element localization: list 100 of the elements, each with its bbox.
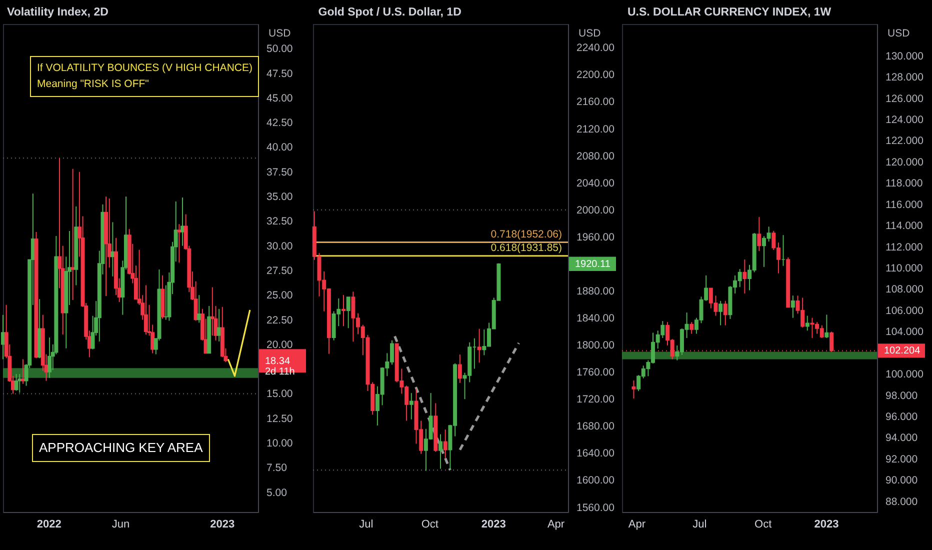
y-tick-label: 98.000 — [886, 390, 918, 402]
y-tick-label: 22.50 — [266, 314, 293, 326]
y-tick-label: 1840.00 — [576, 312, 615, 325]
candlestick — [824, 314, 829, 339]
y-tick-label: 96.000 — [886, 411, 918, 424]
y-tick-label: 1760.00 — [576, 366, 615, 379]
y-tick-label: 1960.00 — [576, 231, 615, 244]
y-tick-label: 20.00 — [266, 338, 293, 351]
y-tick-label: 130.000 — [886, 50, 924, 62]
y-tick-label: 50.00 — [266, 43, 293, 56]
chart-title: Gold Spot / U.S. Dollar, 1D — [318, 6, 462, 18]
text-box: APPROACHING KEY AREA — [32, 434, 210, 462]
y-tick-label: 32.50 — [266, 216, 293, 228]
y-tick-label: 35.00 — [266, 191, 293, 204]
text: 102.204 — [884, 346, 921, 357]
y-tick-label: 42.50 — [266, 117, 293, 130]
y-tick-label: 1560.00 — [576, 502, 615, 514]
candlestick — [805, 315, 810, 332]
x-tick-label: Oct — [421, 518, 438, 530]
text: 1920.11 — [575, 258, 611, 270]
y-tick-label: 88.000 — [886, 496, 918, 508]
candlestick — [217, 308, 222, 342]
y-tick-label: 47.50 — [266, 68, 293, 80]
candlestick — [458, 354, 462, 384]
y-tick-label: 122.000 — [886, 135, 924, 148]
y-tick-label: 1600.00 — [576, 474, 615, 487]
y-tick-label: 5.00 — [266, 486, 288, 499]
x-tick-label: Apr — [628, 518, 646, 530]
y-axis-title: USD — [578, 28, 602, 40]
candlestick — [757, 216, 762, 252]
y-tick-label: 30.00 — [266, 240, 293, 252]
candlestick — [14, 373, 18, 392]
y-tick-label: 12.50 — [266, 412, 293, 425]
candlestick — [690, 322, 694, 334]
candlestick — [48, 337, 52, 378]
y-tick-label: 118.000 — [886, 178, 923, 190]
y-tick-label: 120.000 — [886, 156, 924, 168]
candlestick — [20, 358, 25, 384]
candlestick — [477, 328, 482, 364]
annotation: APPROACHING KEY AREA — [39, 439, 203, 457]
y-tick-label: 45.00 — [266, 92, 293, 104]
x-tick-label: Oct — [754, 518, 772, 530]
y-tick-label: 112.000 — [886, 241, 923, 254]
candlestick — [443, 429, 448, 458]
x-tick-label: Apr — [547, 518, 565, 530]
annotation: If VOLATILITY BOUNCES (V HIGH CHANCE) — [37, 61, 252, 76]
annotation: Meaning "RISK IS OFF" — [37, 77, 150, 92]
y-tick-label: 114.000 — [886, 220, 923, 232]
candlestick — [742, 259, 747, 294]
ref-line-label: 0.618(1931.85) — [490, 242, 562, 254]
text-box: If VOLATILITY BOUNCES (V HIGH CHANCE) Meaning "RISK IS OFF" — [30, 56, 260, 97]
candlestick — [723, 300, 728, 326]
chart-title: Volatility Index, 2D — [7, 6, 108, 18]
y-tick-label: 124.000 — [886, 114, 924, 126]
y-tick-label: 108.000 — [886, 284, 924, 296]
y-tick-label: 10.00 — [266, 437, 293, 450]
y-tick-label: 110.000 — [886, 262, 923, 274]
y-tick-label: 1640.00 — [576, 448, 615, 460]
y-tick-label: 2160.00 — [576, 96, 615, 108]
y-tick-label: 2120.00 — [576, 123, 615, 136]
candlestick — [632, 380, 636, 399]
candlestick — [438, 434, 442, 470]
x-tick-label: 2023 — [814, 518, 839, 530]
x-tick-label: 2022 — [36, 518, 62, 530]
candlestick — [346, 296, 350, 329]
candlestick — [18, 373, 22, 394]
y-tick-label: 1680.00 — [576, 420, 615, 433]
y-tick-label: 116.000 — [886, 198, 923, 211]
y-tick-label: 15.00 — [266, 388, 293, 400]
y-tick-label: 7.50 — [266, 462, 288, 474]
y-tick-label: 126.000 — [886, 92, 924, 105]
y-tick-label: 27.50 — [266, 264, 293, 277]
x-tick-label: Jun — [112, 518, 130, 530]
y-tick-label: 2000.00 — [576, 204, 615, 216]
y-tick-label: 2240.00 — [576, 42, 615, 54]
y-tick-label: 2040.00 — [576, 177, 615, 190]
y-tick-label: 92.000 — [886, 453, 918, 466]
candlestick — [180, 197, 184, 246]
y-tick-label: 106.000 — [886, 304, 924, 317]
y-tick-label: 1720.00 — [576, 394, 615, 406]
candlestick — [718, 300, 723, 326]
x-tick-label: Jul — [359, 518, 374, 530]
y-tick-label: 40.00 — [266, 142, 293, 154]
candlestick — [210, 286, 214, 336]
y-tick-label: 25.00 — [266, 290, 293, 302]
y-tick-label: 37.50 — [266, 166, 293, 178]
y-tick-label: 1880.00 — [576, 285, 615, 298]
candlestick — [177, 224, 182, 264]
x-tick-label: Jul — [692, 518, 707, 530]
x-tick-label: 2023 — [210, 518, 235, 530]
candlestick — [0, 314, 5, 360]
y-tick-label: 1800.00 — [576, 340, 615, 352]
ref-line-label: 0.718(1952.06) — [490, 228, 562, 240]
y-tick-label: 2200.00 — [576, 69, 615, 82]
candlestick — [341, 294, 346, 327]
y-axis-title: USD — [888, 28, 910, 40]
y-axis-title: USD — [268, 28, 292, 40]
y-tick-label: 2080.00 — [576, 150, 615, 162]
candlestick — [409, 392, 414, 420]
chart-title: U.S. DOLLAR CURRENCY INDEX, 1W — [628, 6, 832, 18]
